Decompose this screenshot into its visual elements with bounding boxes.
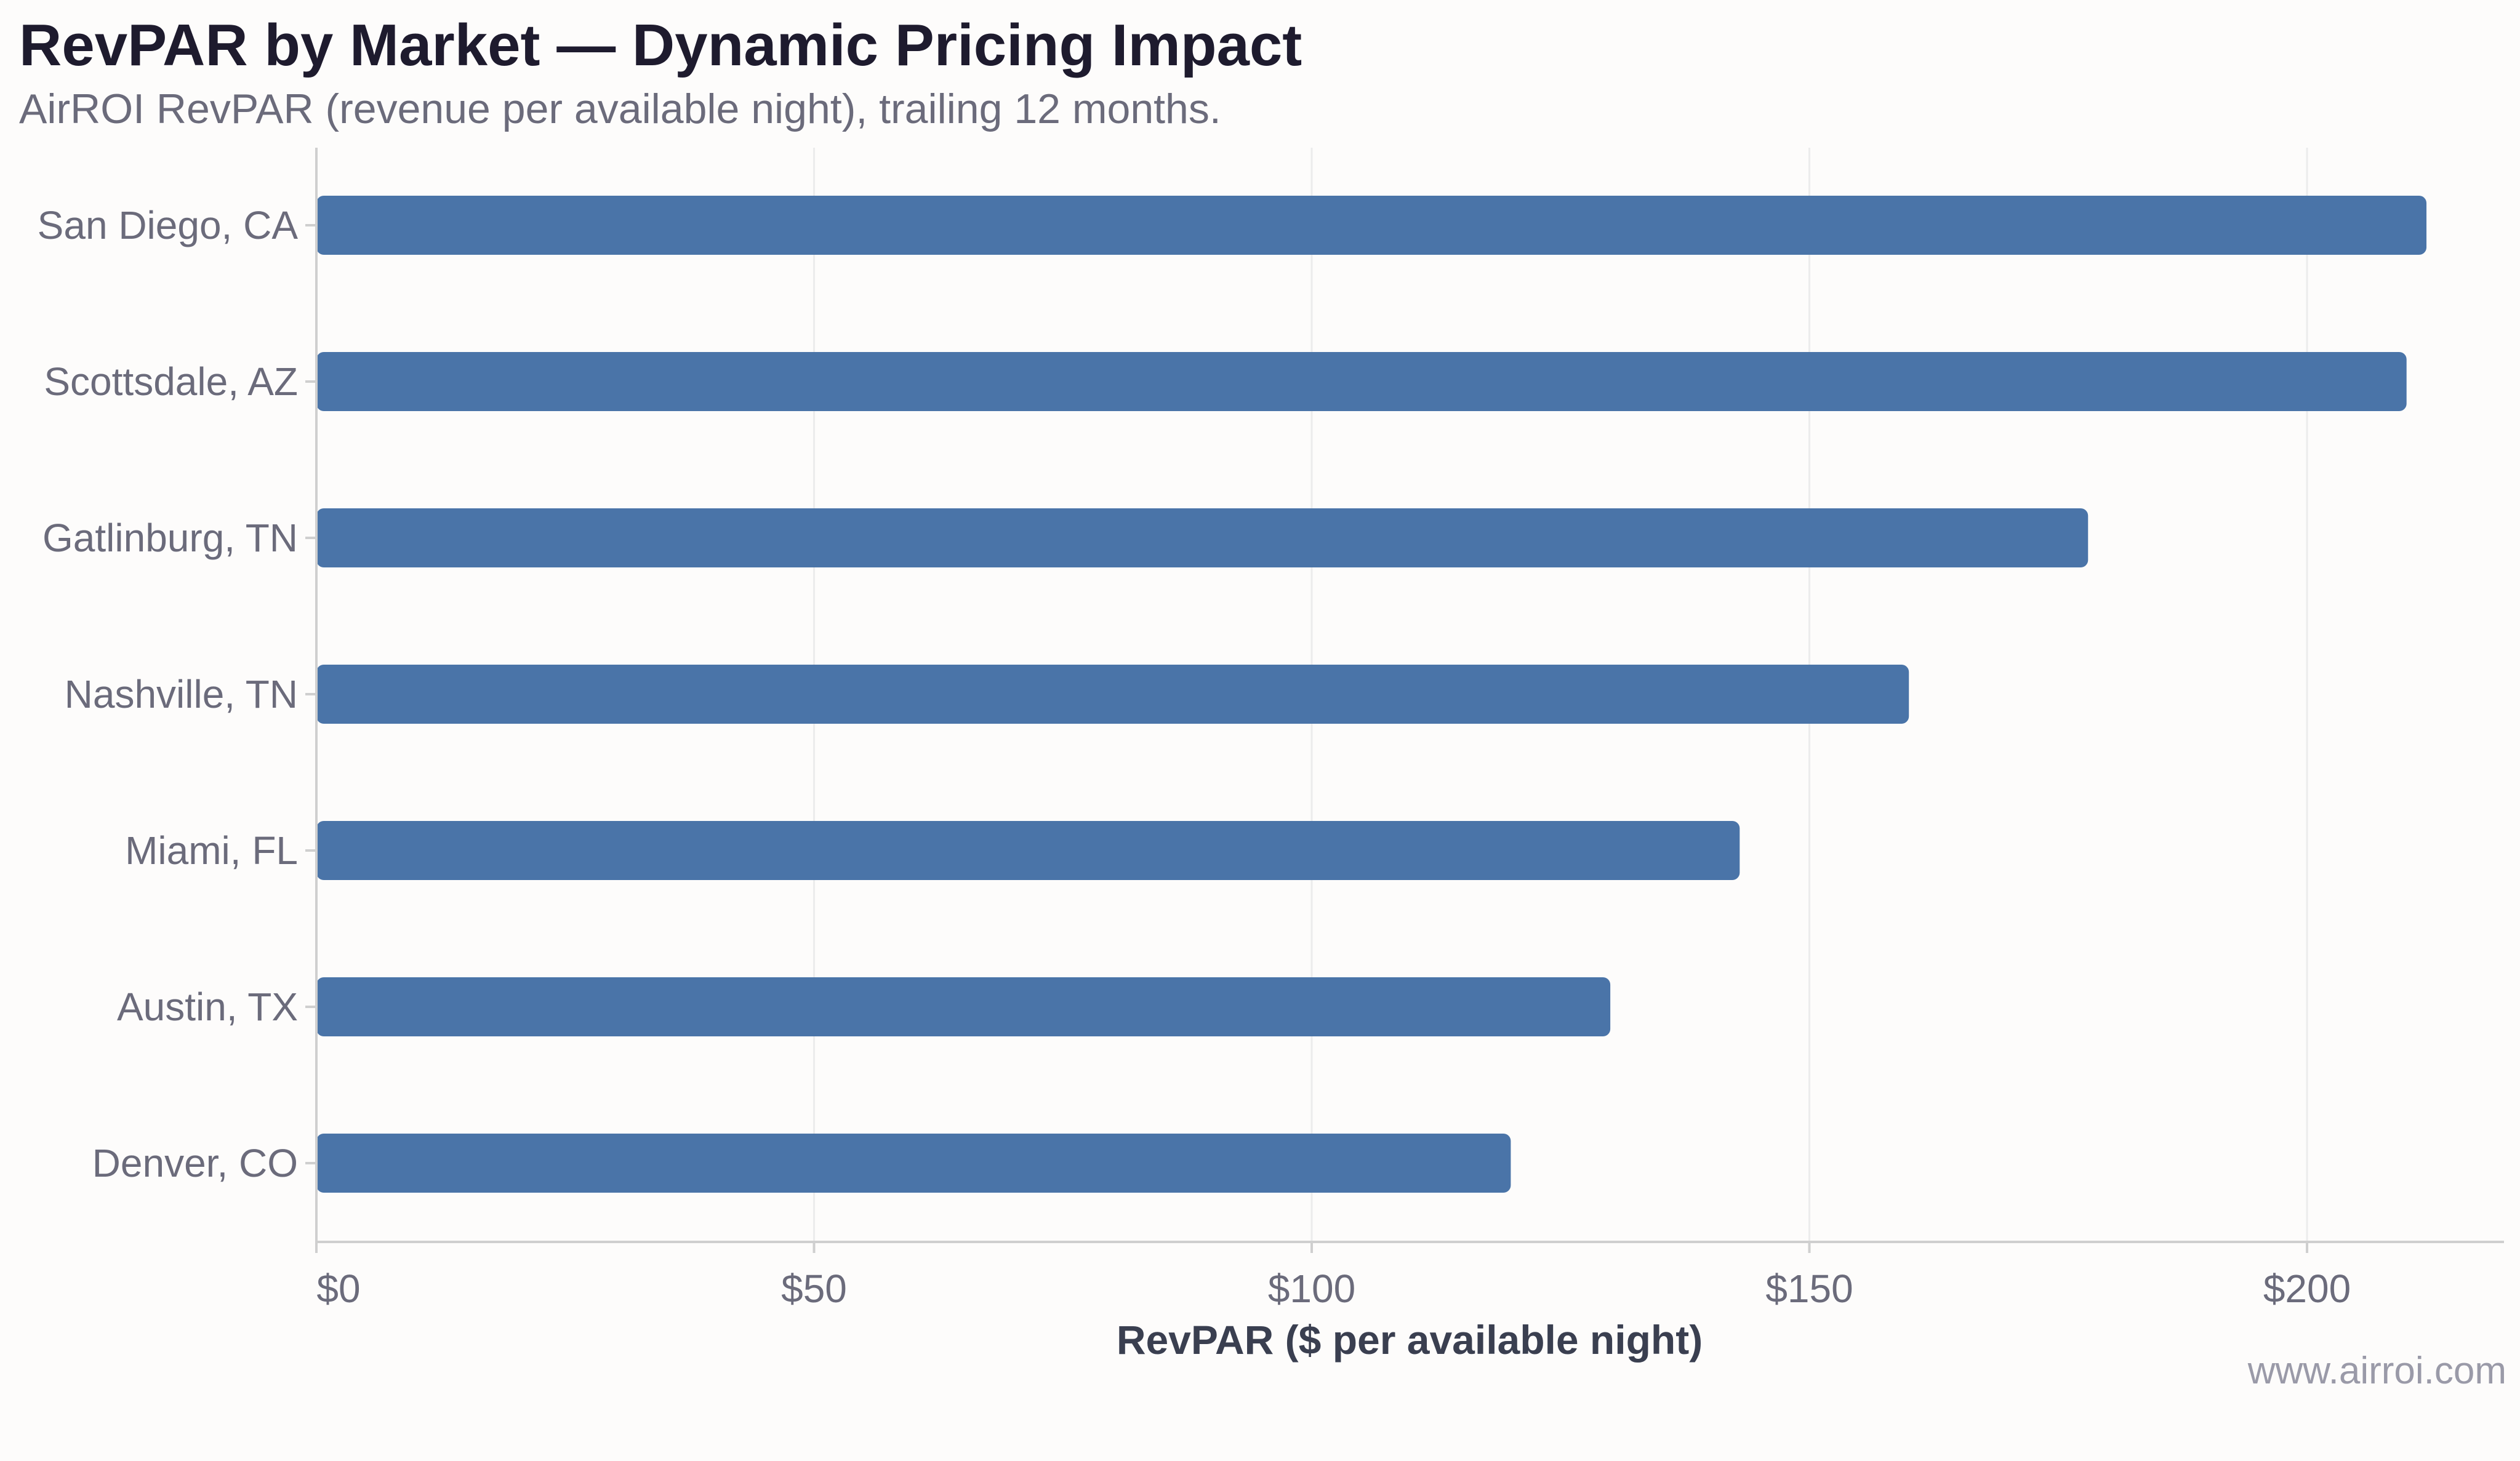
- bar-4: [316, 821, 1740, 880]
- x-tick-label-4: $200: [2263, 1267, 2351, 1311]
- bars: [316, 196, 2427, 1193]
- bar-5: [316, 977, 1611, 1036]
- y-tick-label-4: Miami, FL: [125, 828, 298, 873]
- y-tick-label-0: San Diego, CA: [38, 203, 299, 247]
- chart-subtitle: AirROI RevPAR (revenue per available nig…: [19, 86, 1221, 132]
- chart-title: RevPAR by Market — Dynamic Pricing Impac…: [19, 12, 1302, 78]
- axes: San Diego, CA Scottsdale, AZ Gatlinburg, T…: [38, 148, 2504, 1311]
- source-watermark: www.airroi.com: [2247, 1350, 2506, 1392]
- y-tick-label-6: Denver, CO: [92, 1141, 298, 1185]
- y-tick-label-5: Austin, TX: [117, 985, 298, 1029]
- x-tick-label-3: $150: [1765, 1267, 1853, 1311]
- bar-6: [316, 1134, 1511, 1193]
- y-tick-label-1: Scottsdale, AZ: [44, 359, 298, 404]
- x-tick-label-2: $100: [1268, 1267, 1355, 1311]
- x-tick-label-0: $0: [316, 1267, 360, 1311]
- x-tick-label-1: $50: [781, 1267, 847, 1311]
- bar-2: [316, 508, 2089, 567]
- y-tick-label-2: Gatlinburg, TN: [42, 516, 298, 560]
- x-axis-title: RevPAR ($ per available night): [1117, 1317, 1703, 1363]
- bar-3: [316, 665, 1909, 724]
- bar-1: [316, 352, 2407, 411]
- y-tick-label-3: Nashville, TN: [65, 672, 298, 716]
- bar-0: [316, 196, 2427, 255]
